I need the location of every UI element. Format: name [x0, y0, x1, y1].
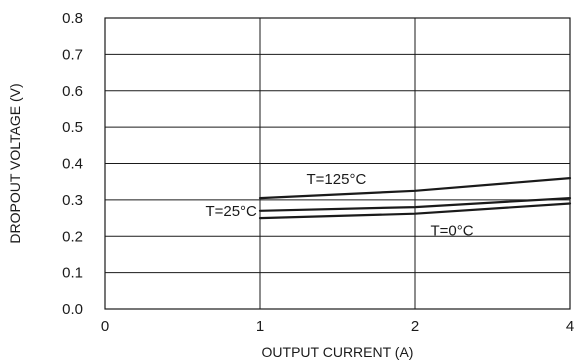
y-tick-label: 0.6: [62, 83, 83, 100]
x-tick-label: 4: [566, 318, 574, 335]
series-line-1: [258, 197, 572, 212]
series-line-2: [258, 202, 572, 220]
series-labels: T=125°C T=25°C T=0°C: [205, 171, 473, 240]
series-line-0: [258, 177, 572, 200]
series-label-0: T=125°C: [307, 171, 367, 188]
y-tick-label: 0.4: [62, 156, 83, 173]
y-tick-label: 0.7: [62, 46, 83, 63]
y-tick-label: 0.8: [62, 10, 83, 27]
x-tick-label: 2: [411, 318, 419, 335]
x-tick-labels: 0 1 2 4: [101, 318, 574, 335]
series-lines: [258, 177, 572, 220]
y-tick-label: 0.0: [62, 301, 83, 318]
y-tick-label: 0.1: [62, 265, 83, 282]
y-tick-label: 0.3: [62, 192, 83, 209]
y-tick-labels: 0.0 0.1 0.2 0.3 0.4 0.5 0.6 0.7 0.8: [62, 10, 83, 318]
grid: [104, 17, 571, 310]
plot-frame: [104, 17, 571, 310]
y-tick-label: 0.5: [62, 119, 83, 136]
series-label-2: T=0°C: [431, 223, 474, 240]
y-axis-title: DROPOUT VOLTAGE (V): [7, 83, 23, 243]
series-label-1: T=25°C: [205, 203, 257, 220]
x-axis-title: OUTPUT CURRENT (A): [262, 344, 414, 360]
x-tick-label: 0: [101, 318, 109, 335]
x-tick-label: 1: [256, 318, 264, 335]
y-tick-label: 0.2: [62, 228, 83, 245]
